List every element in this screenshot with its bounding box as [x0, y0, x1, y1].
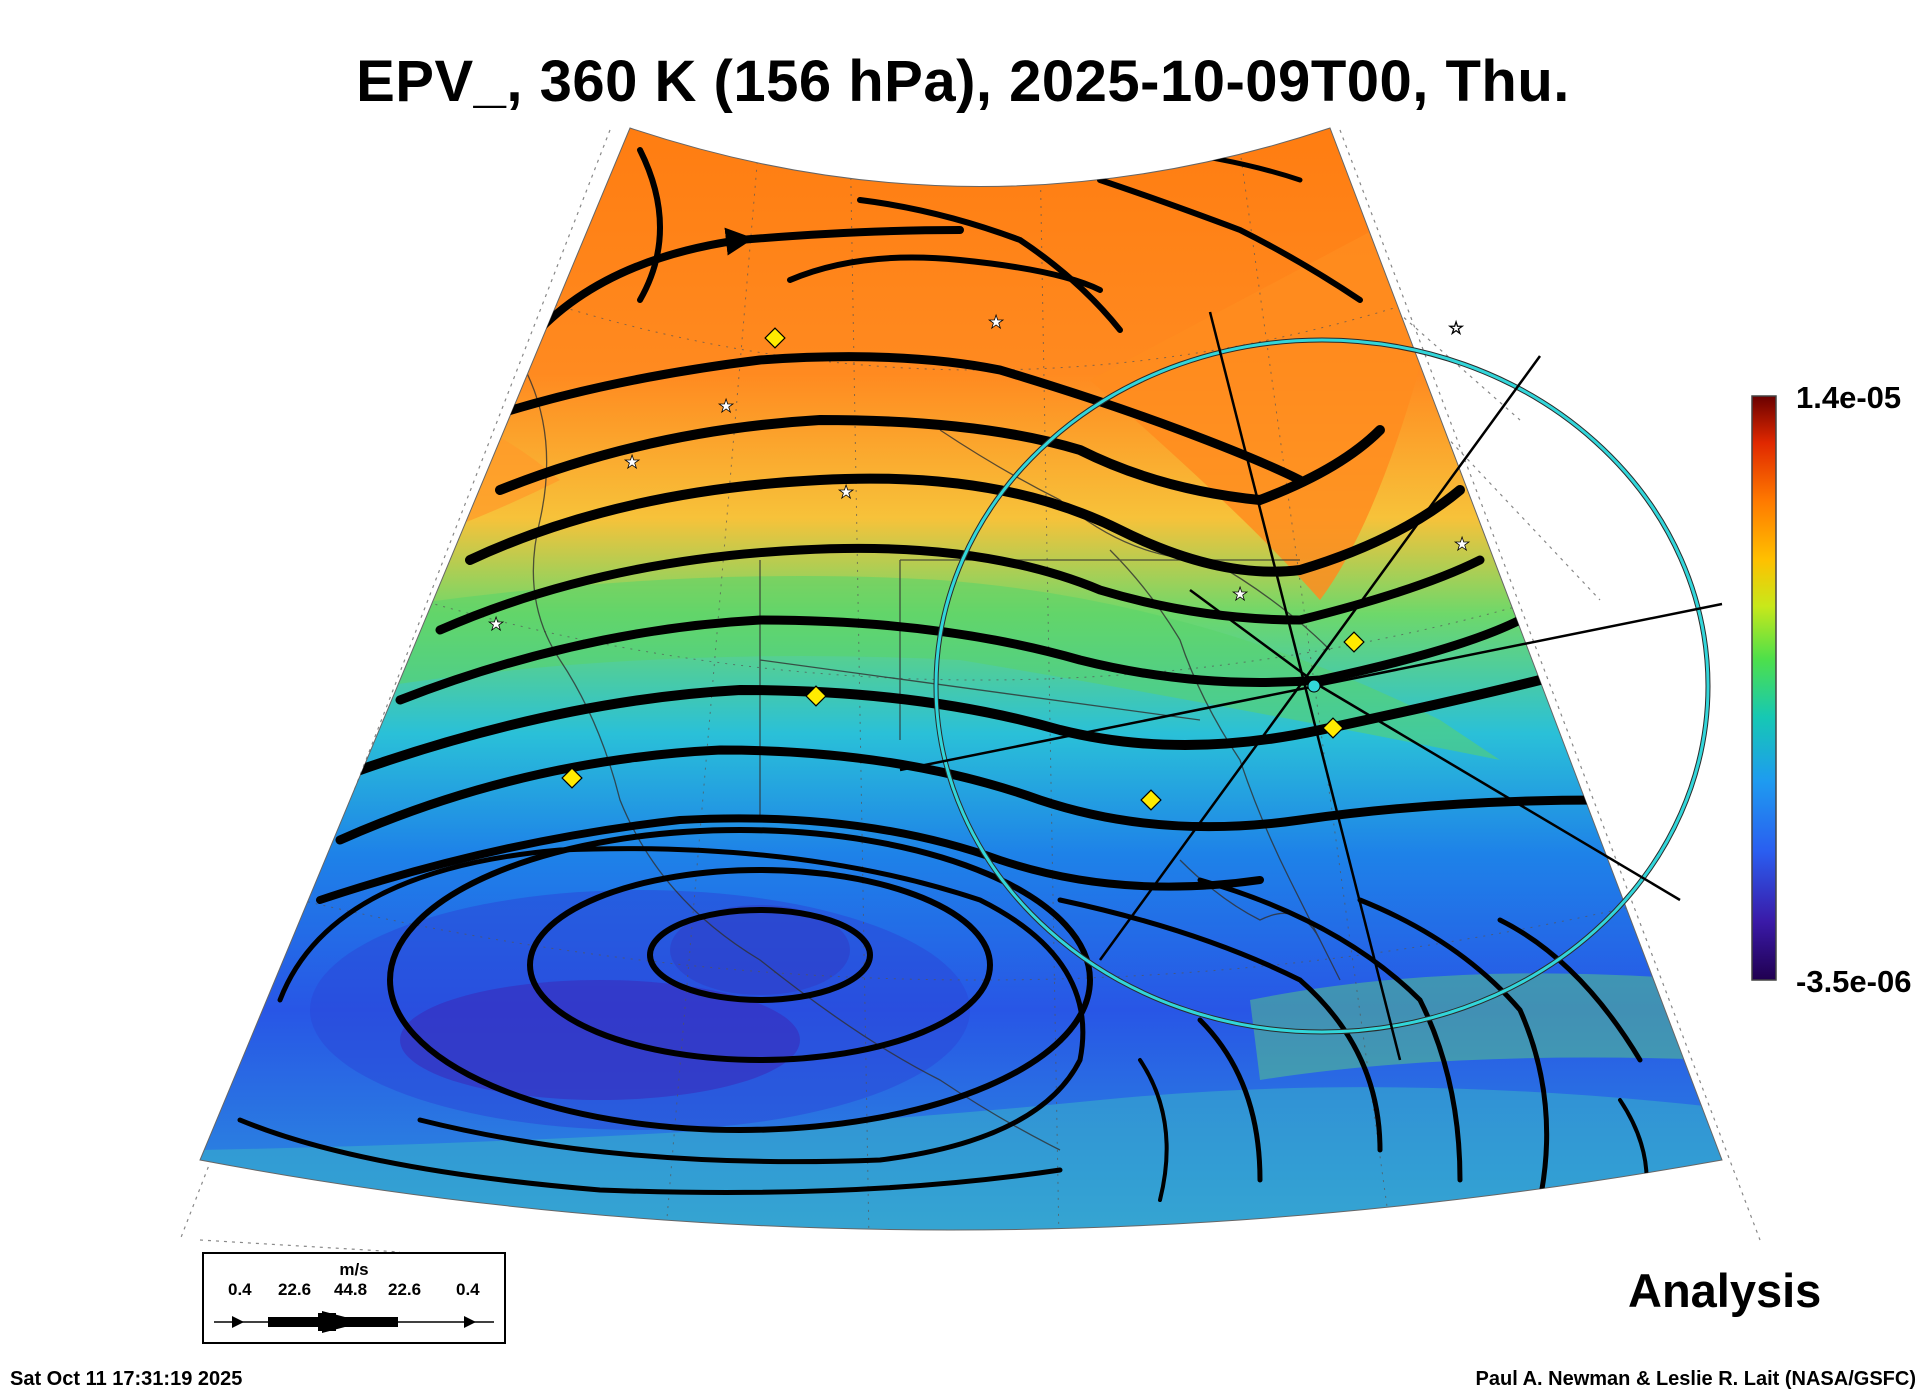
- colorbar-min-label: -3.5e-06: [1796, 964, 1912, 999]
- range-ring: [899, 311, 1723, 1061]
- star-marker: ★: [838, 482, 854, 502]
- star-marker: ★: [988, 312, 1004, 332]
- diamond-marker: [1140, 789, 1162, 811]
- legend-tick: 22.6: [278, 1280, 312, 1299]
- legend-unit: m/s: [339, 1260, 369, 1279]
- graticule-lines: [179, 129, 1761, 1253]
- analysis-stamp: Analysis: [1628, 1264, 1822, 1317]
- credit: Paul A. Newman & Leslie R. Lait (NASA/GS…: [1475, 1368, 1916, 1390]
- map-title: EPV_, 360 K (156 hPa), 2025-10-09T00, Th…: [356, 49, 1570, 114]
- wind-speed-legend: m/s 0.4 22.6 44.8 22.6 0.4: [202, 1252, 506, 1344]
- legend-tick: 44.8: [334, 1280, 368, 1299]
- timestamp: Sat Oct 11 17:31:19 2025: [10, 1368, 243, 1390]
- star-marker: ★: [718, 396, 734, 416]
- diamond-marker: [1343, 631, 1365, 653]
- legend-tick: 0.4: [456, 1280, 480, 1299]
- star-marker: ★: [624, 452, 640, 472]
- star-marker: ★: [488, 614, 504, 634]
- colorbar-max-label: 1.4e-05: [1796, 380, 1902, 415]
- legend-arrow-scale: [214, 1311, 494, 1333]
- legend-tick: 0.4: [228, 1280, 252, 1299]
- star-marker: ☆: [1448, 318, 1464, 338]
- streamlines: [237, 147, 1649, 1222]
- station-markers: ★ ★ ★ ★ ★ ★ ★ ☆: [488, 312, 1471, 811]
- diamond-marker: [1322, 717, 1344, 739]
- legend-tick: 22.6: [388, 1280, 422, 1299]
- diamond-marker: [764, 327, 786, 349]
- diamond-marker: [561, 767, 583, 789]
- star-marker: ★: [1454, 534, 1470, 554]
- colorbar: [1751, 395, 1777, 981]
- star-marker: ★: [1232, 584, 1248, 604]
- diamond-marker: [805, 685, 827, 707]
